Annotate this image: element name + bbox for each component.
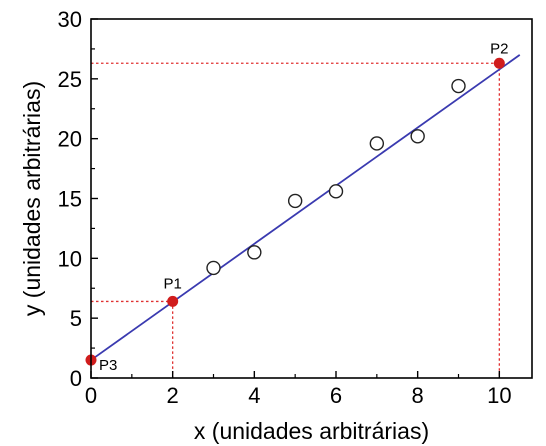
x-tick-label: 8: [412, 383, 424, 408]
x-tick-label: 6: [330, 383, 342, 408]
highlighted-point-p2: [493, 57, 505, 69]
data-point: [247, 245, 262, 260]
highlighted-point-p1: [167, 295, 179, 307]
point-label-p2: P2: [490, 40, 508, 57]
data-point: [328, 184, 344, 199]
y-tick-label: 10: [58, 246, 82, 271]
y-tick-label: 25: [58, 67, 82, 92]
point-label-p1: P1: [163, 275, 181, 292]
data-point: [451, 78, 466, 94]
x-tick-label: 2: [167, 383, 179, 408]
data-point: [369, 136, 385, 151]
point-label-p3: P3: [99, 357, 117, 374]
data-point: [410, 129, 425, 144]
y-axis-label: y (unidades arbitrárias): [19, 81, 45, 316]
highlighted-points: P1 P2 P3: [85, 40, 509, 374]
fit-line-group: [90, 54, 521, 361]
x-tick-label: 10: [487, 383, 511, 408]
y-tick-label: 0: [70, 366, 82, 391]
x-axis-label: x (unidades arbitrárias): [194, 418, 429, 444]
data-points: [206, 78, 466, 276]
fit-line: [90, 54, 521, 361]
y-tick-label: 15: [58, 187, 82, 212]
axis-ticks: 0 2 4 6 8 10 0 5 10 15 20 25 30: [58, 7, 512, 408]
data-point: [287, 193, 303, 209]
x-tick-label: 4: [248, 383, 260, 408]
guide-lines: [91, 62, 500, 378]
x-tick-label: 0: [85, 383, 97, 408]
plot-frame: [90, 18, 533, 379]
data-point: [206, 260, 221, 276]
y-tick-label: 30: [58, 7, 82, 32]
y-tick-label: 20: [58, 127, 82, 152]
y-tick-label: 5: [70, 306, 82, 331]
